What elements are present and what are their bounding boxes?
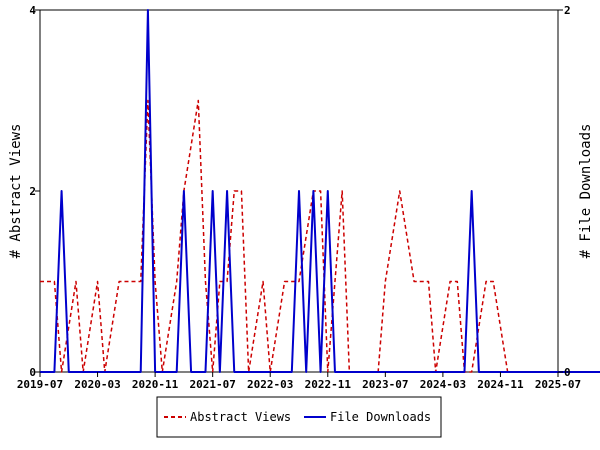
- x-tick-label: 2022-11: [305, 378, 352, 391]
- y-right-tick-label: 0: [564, 366, 571, 379]
- x-tick-label: 2021-07: [189, 378, 235, 391]
- x-tick-label: 2022-03: [247, 378, 293, 391]
- y-left-axis: 0 2 4: [29, 4, 40, 379]
- x-tick-label: 2020-11: [132, 378, 179, 391]
- legend: Abstract Views File Downloads: [156, 396, 442, 438]
- y-left-tick-label: 2: [29, 185, 36, 198]
- series-layer: [40, 9, 600, 373]
- x-tick-label: 2023-07: [362, 378, 408, 391]
- x-tick-label: 2019-07: [17, 378, 63, 391]
- y-right-tick-label: 2: [564, 4, 571, 17]
- legend-box: [156, 396, 442, 438]
- y-left-axis-title: # Abstract Views: [8, 124, 24, 259]
- y-right-axis: 02: [558, 4, 571, 379]
- series-line-file-downloads: [40, 9, 600, 373]
- x-tick-label: 2020-03: [74, 378, 120, 391]
- x-tick-label: 2025-07: [535, 378, 581, 391]
- x-tick-label: 2024-03: [420, 378, 466, 391]
- y-right-axis-title: # File Downloads: [578, 124, 594, 259]
- series-line-abstract-views: [40, 99, 600, 373]
- y-left-tick-label: 0: [29, 366, 36, 379]
- y-left-tick-label: 4: [29, 4, 36, 17]
- x-axis: 2019-07 2020-03 2020-11 2021-07 2022-03 2022-…: [17, 372, 581, 391]
- x-tick-label: 2024-11: [477, 378, 524, 391]
- legend-label-abstract-views: Abstract Views: [190, 410, 291, 424]
- legend-label-file-downloads: File Downloads: [330, 410, 431, 424]
